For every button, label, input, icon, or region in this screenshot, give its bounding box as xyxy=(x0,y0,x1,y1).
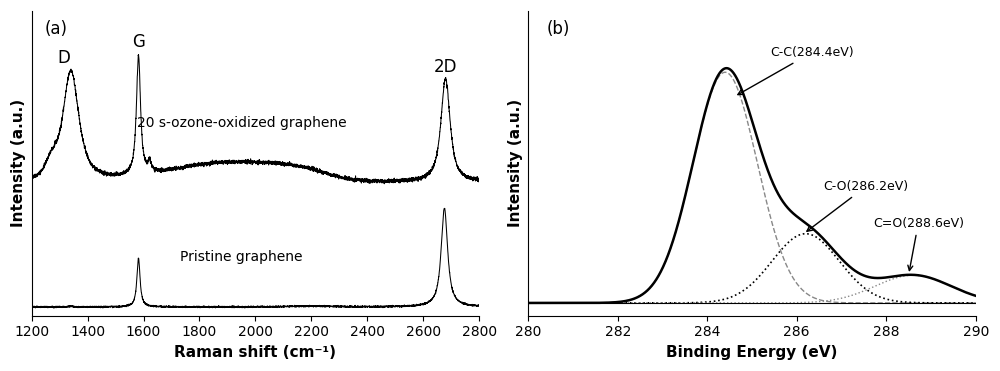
Y-axis label: Intensity (a.u.): Intensity (a.u.) xyxy=(508,99,523,227)
Text: 20 s-ozone-oxidized graphene: 20 s-ozone-oxidized graphene xyxy=(137,116,346,130)
Text: C-O(286.2eV): C-O(286.2eV) xyxy=(807,180,909,231)
Text: D: D xyxy=(57,49,70,67)
Text: (a): (a) xyxy=(45,20,68,38)
Text: Pristine graphene: Pristine graphene xyxy=(180,250,303,263)
Text: (b): (b) xyxy=(546,20,570,38)
X-axis label: Binding Energy (eV): Binding Energy (eV) xyxy=(666,345,838,360)
Text: G: G xyxy=(132,33,145,51)
Text: C=O(288.6eV): C=O(288.6eV) xyxy=(873,217,964,270)
X-axis label: Raman shift (cm⁻¹): Raman shift (cm⁻¹) xyxy=(174,345,336,360)
Text: C-C(284.4eV): C-C(284.4eV) xyxy=(738,46,854,95)
Y-axis label: Intensity (a.u.): Intensity (a.u.) xyxy=(11,99,26,227)
Text: 2D: 2D xyxy=(434,58,457,76)
